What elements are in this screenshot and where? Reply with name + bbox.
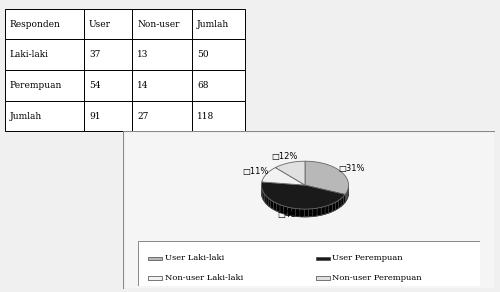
Text: Perempuan: Perempuan [10, 81, 62, 90]
Bar [132, 101, 192, 131]
Text: User Perempuan: User Perempuan [332, 254, 403, 262]
Text: □12%: □12% [272, 152, 298, 161]
Polygon shape [296, 208, 300, 217]
Polygon shape [345, 193, 346, 202]
Bar [84, 70, 132, 101]
Bar [132, 70, 192, 101]
Polygon shape [284, 206, 288, 215]
Polygon shape [300, 209, 304, 217]
Polygon shape [346, 191, 347, 201]
Polygon shape [266, 196, 268, 206]
Bar [5, 101, 84, 131]
Text: Non-user: Non-user [137, 20, 180, 29]
Polygon shape [276, 161, 305, 185]
Text: □46%: □46% [277, 210, 303, 219]
Text: User: User [89, 20, 111, 29]
Text: Laki-laki: Laki-laki [10, 50, 49, 59]
Bar [192, 9, 245, 39]
Polygon shape [328, 204, 332, 213]
Polygon shape [347, 190, 348, 199]
Polygon shape [336, 201, 338, 210]
Bar [192, 101, 245, 131]
Polygon shape [313, 208, 317, 217]
Text: 68: 68 [197, 81, 208, 90]
Polygon shape [304, 209, 308, 217]
Polygon shape [288, 207, 292, 216]
Text: Non-user Perempuan: Non-user Perempuan [332, 274, 422, 281]
Polygon shape [280, 205, 283, 214]
Polygon shape [262, 182, 345, 209]
Bar [84, 9, 132, 39]
Polygon shape [263, 191, 264, 201]
Polygon shape [317, 207, 321, 216]
Text: □11%: □11% [242, 166, 268, 175]
Text: Jumlah: Jumlah [197, 20, 229, 29]
Text: 118: 118 [197, 112, 214, 121]
Text: □31%: □31% [338, 164, 364, 173]
Polygon shape [292, 208, 296, 216]
Polygon shape [264, 194, 266, 204]
Polygon shape [276, 203, 280, 213]
Text: 50: 50 [197, 50, 208, 59]
Polygon shape [325, 205, 328, 214]
Polygon shape [274, 201, 276, 211]
Bar [148, 256, 162, 260]
Text: User Laki-laki: User Laki-laki [164, 254, 224, 262]
Bar [84, 101, 132, 131]
Bar [5, 9, 84, 39]
Bar [192, 70, 245, 101]
Bar [84, 39, 132, 70]
Bar [316, 277, 330, 280]
Bar [148, 277, 162, 280]
Text: 37: 37 [89, 50, 101, 59]
Text: 14: 14 [137, 81, 148, 90]
Polygon shape [338, 199, 341, 208]
Bar [5, 70, 84, 101]
Polygon shape [270, 200, 274, 209]
Bar [132, 9, 192, 39]
Bar [132, 39, 192, 70]
Text: Non-user Laki-laki: Non-user Laki-laki [164, 274, 243, 281]
Text: Jumlah: Jumlah [10, 112, 42, 121]
Bar [192, 39, 245, 70]
Text: Responden: Responden [10, 20, 60, 29]
Text: 13: 13 [137, 50, 148, 59]
Text: 91: 91 [89, 112, 101, 121]
Text: 54: 54 [89, 81, 101, 90]
Polygon shape [262, 189, 263, 199]
Polygon shape [268, 198, 270, 208]
Polygon shape [262, 168, 305, 185]
Polygon shape [343, 194, 345, 204]
Polygon shape [321, 206, 325, 215]
Polygon shape [308, 209, 313, 217]
Polygon shape [305, 161, 348, 194]
Polygon shape [341, 197, 343, 206]
Polygon shape [332, 202, 336, 212]
Text: 27: 27 [137, 112, 148, 121]
Bar [316, 256, 330, 260]
Bar [5, 39, 84, 70]
